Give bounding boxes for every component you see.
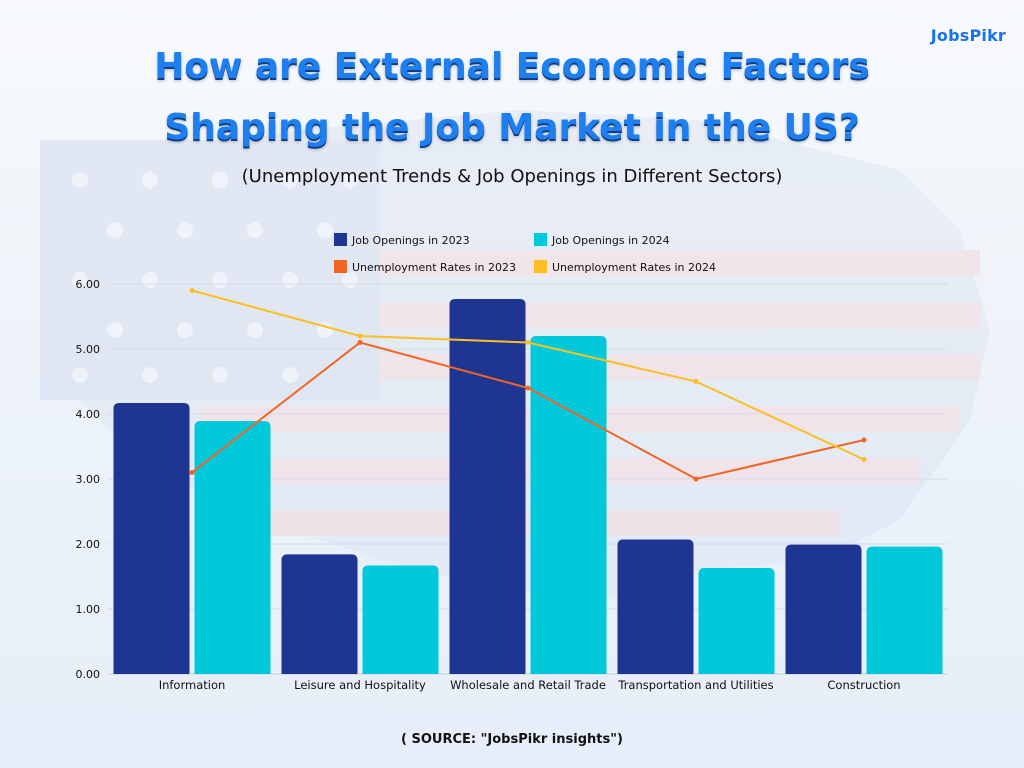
bar-base bbox=[449, 668, 526, 674]
bar-2023-3 bbox=[617, 539, 694, 674]
page-title-line1: How are External Economic Factors bbox=[154, 46, 870, 87]
line-point bbox=[525, 340, 531, 345]
y-tick-label: 5.00 bbox=[76, 343, 101, 356]
bar-2024-1 bbox=[362, 565, 439, 674]
bar-base bbox=[113, 668, 190, 674]
line-point bbox=[189, 470, 195, 475]
source-note: ( SOURCE: "JobsPikr insights") bbox=[401, 732, 623, 747]
y-tick-label: 3.00 bbox=[76, 473, 101, 486]
bar-2024-2 bbox=[530, 336, 607, 674]
legend-label: Unemployment Rates in 2023 bbox=[352, 261, 516, 274]
y-tick-label: 2.00 bbox=[76, 538, 101, 551]
bar-2024-0 bbox=[194, 421, 271, 674]
bar-2023-2 bbox=[449, 298, 526, 674]
bar-base bbox=[617, 668, 694, 674]
line-point bbox=[525, 385, 531, 391]
line-point bbox=[861, 457, 867, 462]
line-unemployment-2024 bbox=[191, 289, 865, 461]
y-tick-label: 0.00 bbox=[76, 668, 101, 681]
line-point bbox=[693, 379, 699, 384]
bar-2024-3 bbox=[698, 568, 775, 674]
legend-swatch bbox=[334, 260, 347, 273]
legend-label: Unemployment Rates in 2024 bbox=[552, 261, 716, 274]
legend-swatch bbox=[534, 233, 547, 246]
line-unemployment-2023 bbox=[191, 341, 865, 481]
page-subtitle: (Unemployment Trends & Job Openings in D… bbox=[241, 166, 783, 187]
line-point bbox=[693, 476, 699, 482]
line-point bbox=[861, 437, 867, 443]
line-point bbox=[357, 333, 363, 339]
category-label: Construction bbox=[827, 678, 900, 692]
bar-base bbox=[785, 668, 862, 674]
y-tick-label: 6.00 bbox=[76, 278, 101, 291]
legend-label: Job Openings in 2024 bbox=[551, 234, 670, 247]
category-label: Wholesale and Retail Trade bbox=[450, 678, 606, 692]
bar-base bbox=[530, 668, 607, 674]
y-tick-label: 4.00 bbox=[76, 408, 101, 421]
line-point bbox=[189, 288, 195, 293]
bar-base bbox=[281, 668, 358, 674]
page-title-line2: Shaping the Job Market in the US? bbox=[164, 107, 860, 148]
bar-2024-4 bbox=[866, 546, 943, 674]
bar-2023-0 bbox=[113, 402, 190, 674]
category-label: Leisure and Hospitality bbox=[294, 678, 426, 692]
legend-swatch bbox=[534, 260, 547, 273]
bar-base bbox=[866, 668, 943, 674]
bar-2023-1 bbox=[281, 554, 358, 674]
y-tick-label: 1.00 bbox=[76, 603, 101, 616]
category-label: Transportation and Utilities bbox=[617, 678, 773, 692]
bar-base bbox=[362, 668, 439, 674]
bar-2023-4 bbox=[785, 544, 862, 674]
legend-swatch bbox=[334, 233, 347, 246]
jobspikr-logo: JobsPikr bbox=[930, 26, 1006, 45]
bar-base bbox=[194, 668, 271, 674]
bar-base bbox=[698, 668, 775, 674]
legend-label: Job Openings in 2023 bbox=[351, 234, 470, 247]
category-label: Information bbox=[159, 678, 226, 692]
line-point bbox=[357, 340, 363, 345]
